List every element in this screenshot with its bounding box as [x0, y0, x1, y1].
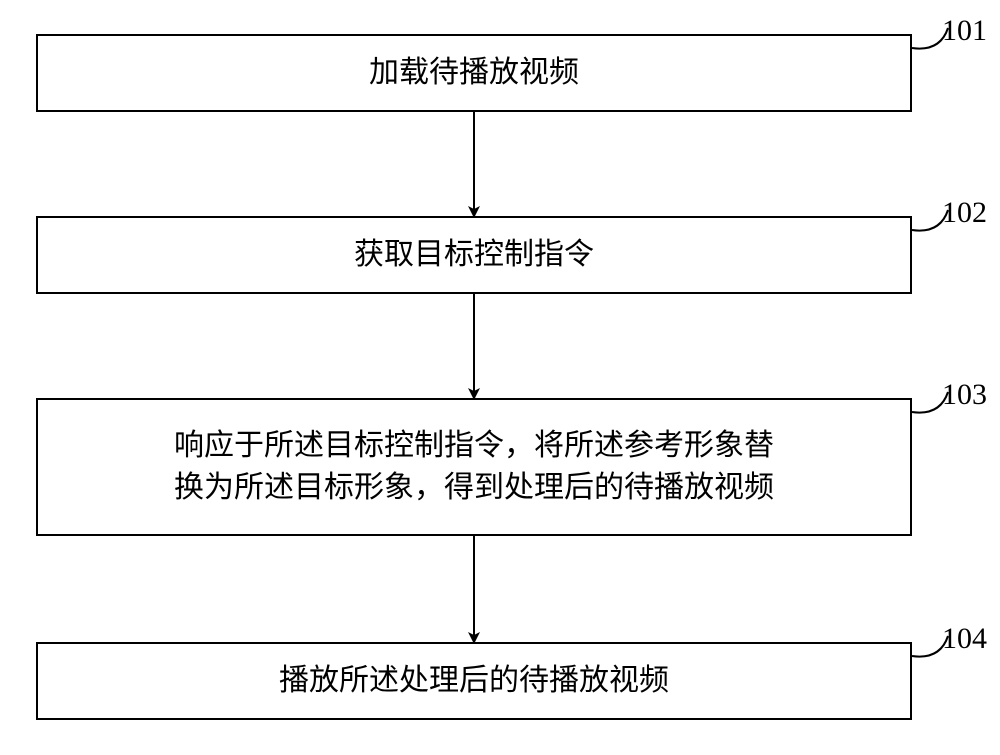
- flowchart-canvas: 加载待播放视频 获取目标控制指令 响应于所述目标控制指令，将所述参考形象替 换为…: [0, 0, 1000, 755]
- step-label-101: 101: [942, 14, 987, 48]
- flow-node-4-text: 播放所述处理后的待播放视频: [38, 660, 910, 702]
- step-label-104: 104: [942, 622, 987, 656]
- flow-node-1-text: 加载待播放视频: [38, 52, 910, 94]
- step-label-102: 102: [942, 196, 987, 230]
- flow-node-3-text: 响应于所述目标控制指令，将所述参考形象替 换为所述目标形象，得到处理后的待播放视…: [38, 425, 910, 509]
- flow-node-1: 加载待播放视频: [36, 34, 912, 112]
- flow-node-2: 获取目标控制指令: [36, 216, 912, 294]
- step-label-103: 103: [942, 378, 987, 412]
- flow-node-2-text: 获取目标控制指令: [38, 234, 910, 276]
- flow-node-4: 播放所述处理后的待播放视频: [36, 642, 912, 720]
- flow-node-3: 响应于所述目标控制指令，将所述参考形象替 换为所述目标形象，得到处理后的待播放视…: [36, 398, 912, 536]
